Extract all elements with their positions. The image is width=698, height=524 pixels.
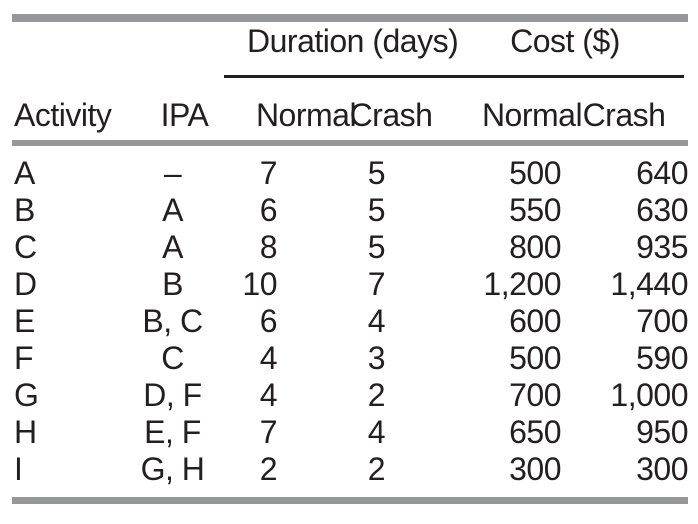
cell-activity: C <box>14 229 37 265</box>
col-group-underline-rule <box>224 75 684 78</box>
cell-cost-normal: 650 <box>509 414 561 450</box>
cell-cost-crash: 1,440 <box>610 266 688 302</box>
table-bottom-bar <box>12 497 688 504</box>
cell-activity: A <box>14 155 35 191</box>
cell-activity: I <box>14 451 23 487</box>
cell-ipa: – <box>163 155 182 191</box>
cell-duration-normal: 6 <box>259 192 278 228</box>
cell-ipa: G, H <box>140 451 205 487</box>
header-duration-crash: Crash <box>349 97 433 133</box>
table-row: C A 8 5 800 935 <box>12 229 689 266</box>
cell-ipa: A <box>162 192 183 228</box>
cell-duration-crash: 5 <box>367 155 386 191</box>
header-cost-crash: Crash <box>582 97 666 133</box>
table-top-bar <box>12 14 688 22</box>
cell-ipa: B, C <box>142 303 203 339</box>
header-activity: Activity <box>14 97 112 133</box>
cell-duration-normal: 10 <box>242 266 277 302</box>
cell-duration-normal: 6 <box>259 303 278 339</box>
table-row: A – 7 5 500 640 <box>12 155 689 192</box>
cell-cost-normal: 550 <box>509 192 561 228</box>
cell-duration-normal: 7 <box>259 155 278 191</box>
cell-cost-crash: 640 <box>636 155 688 191</box>
cell-duration-crash: 2 <box>367 377 386 413</box>
activity-crash-table: Duration (days) Cost ($) Activity IPA No… <box>12 0 689 524</box>
cell-activity: F <box>14 340 34 376</box>
cell-activity: E <box>14 303 35 339</box>
cell-activity: H <box>14 414 37 450</box>
cell-cost-normal: 600 <box>509 303 561 339</box>
cell-duration-crash: 7 <box>367 266 386 302</box>
header-ipa: IPA <box>160 97 209 133</box>
cell-ipa: C <box>161 340 184 376</box>
table-row: B A 6 5 550 630 <box>12 192 689 229</box>
cell-duration-normal: 4 <box>259 377 278 413</box>
cell-cost-crash: 935 <box>636 229 688 265</box>
cell-activity: G <box>14 377 39 413</box>
cell-cost-crash: 950 <box>636 414 688 450</box>
table-row: G D, F 4 2 700 1,000 <box>12 377 689 414</box>
cell-cost-crash: 630 <box>636 192 688 228</box>
table-row: E B, C 6 4 600 700 <box>12 303 689 340</box>
header-underline-rule <box>12 140 688 146</box>
cell-activity: D <box>14 266 37 302</box>
table-row: I G, H 2 2 300 300 <box>12 451 689 488</box>
cell-ipa: E, F <box>144 414 201 450</box>
cell-duration-crash: 5 <box>367 192 386 228</box>
cell-cost-crash: 300 <box>636 451 688 487</box>
cell-ipa: B <box>162 266 183 302</box>
cell-duration-crash: 3 <box>367 340 386 376</box>
cell-duration-normal: 8 <box>259 229 278 265</box>
cell-duration-normal: 4 <box>259 340 278 376</box>
cell-duration-crash: 4 <box>367 303 386 339</box>
cell-cost-crash: 590 <box>636 340 688 376</box>
cell-duration-normal: 2 <box>259 451 278 487</box>
cell-cost-crash: 1,000 <box>610 377 688 413</box>
cell-duration-crash: 5 <box>367 229 386 265</box>
cell-cost-crash: 700 <box>636 303 688 339</box>
cell-duration-crash: 2 <box>367 451 386 487</box>
cell-cost-normal: 1,200 <box>483 266 561 302</box>
col-group-duration-label: Duration (days) <box>247 23 459 59</box>
cell-cost-normal: 500 <box>509 155 561 191</box>
cell-cost-normal: 800 <box>509 229 561 265</box>
col-group-cost-label: Cost ($) <box>510 23 620 59</box>
cell-cost-normal: 500 <box>509 340 561 376</box>
cell-ipa: A <box>162 229 183 265</box>
header-cost-normal: Normal <box>481 97 583 133</box>
table-row: H E, F 7 4 650 950 <box>12 414 689 451</box>
cell-duration-crash: 4 <box>367 414 386 450</box>
table-row: F C 4 3 500 590 <box>12 340 689 377</box>
cell-activity: B <box>14 192 35 228</box>
header-duration-normal: Normal <box>255 97 357 133</box>
table-row: D B 10 7 1,200 1,440 <box>12 266 689 303</box>
cell-cost-normal: 300 <box>509 451 561 487</box>
cell-ipa: D, F <box>143 377 202 413</box>
table-body: A – 7 5 500 640 B A 6 5 550 630 C A 8 5 … <box>12 155 689 488</box>
cell-duration-normal: 7 <box>259 414 278 450</box>
cell-cost-normal: 700 <box>509 377 561 413</box>
